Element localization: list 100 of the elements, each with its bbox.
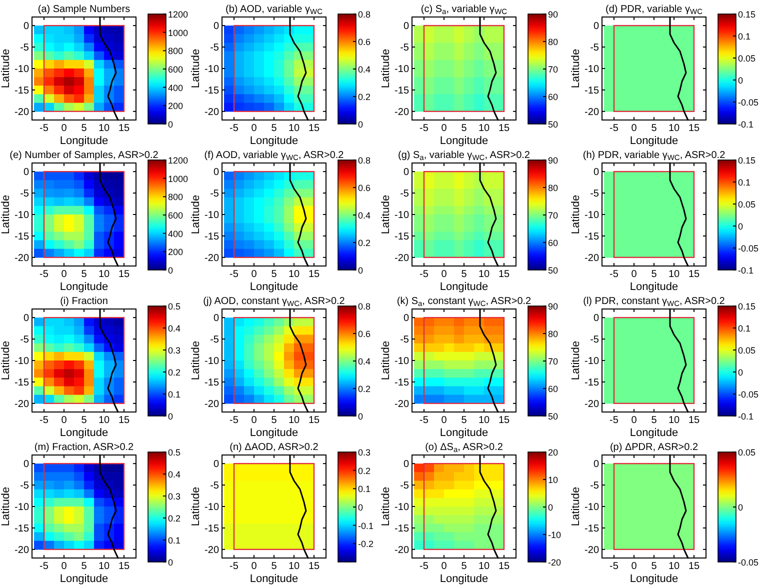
color-bar-label: -20 — [548, 558, 562, 568]
color-bar-label: 0.1 — [358, 484, 371, 494]
y-tick-label: -10 — [584, 356, 600, 367]
y-tick-label: -5 — [20, 188, 30, 200]
color-bar-label: 0 — [738, 502, 744, 512]
x-tick-label: 15 — [498, 269, 510, 280]
x-tick-label: -5 — [40, 415, 49, 426]
y-tick-label: -20 — [584, 398, 600, 410]
color-bar-label: 0.6 — [358, 183, 371, 193]
color-bar-label: 800 — [168, 192, 184, 202]
color-bar-label: 0.05 — [738, 200, 756, 210]
color-bar-label: 0.8 — [358, 10, 371, 20]
y-tick-label: -5 — [400, 42, 410, 54]
y-axis-title: Latitude — [190, 48, 202, 88]
color-bar-label: 200 — [168, 247, 184, 258]
chart-title: (a) Sample Numbers — [38, 4, 130, 15]
x-tick-label: 15 — [498, 123, 510, 134]
color-bar-label: 0.3 — [168, 346, 181, 356]
y-tick-label: -15 — [584, 523, 600, 534]
chart-title: (j) AOD, constant γ$_{WC}$, ASR>0.2 — [203, 296, 346, 308]
x-tick-label: 0 — [441, 415, 448, 426]
color-bar-label: 0.15 — [738, 156, 756, 166]
y-tick-label: -5 — [210, 480, 220, 492]
y-tick-label: 0 — [213, 459, 220, 470]
y-tick-label: 0 — [23, 313, 30, 324]
y-tick-label: -10 — [204, 64, 220, 75]
y-tick-label: 0 — [23, 21, 30, 32]
x-tick-label: 15 — [308, 561, 320, 572]
y-axis-title: Latitude — [190, 486, 202, 526]
x-tick-label: 10 — [478, 269, 490, 280]
y-axis-title: Latitude — [0, 48, 12, 88]
y-axis-title: Latitude — [570, 48, 582, 88]
x-tick-label: 10 — [288, 415, 300, 426]
x-tick-label: 15 — [688, 123, 700, 134]
y-tick-label: 0 — [593, 459, 600, 470]
color-bar-label: 60 — [548, 238, 558, 248]
color-bar-label: 0 — [738, 76, 744, 86]
color-bar-label: -0.1 — [358, 520, 374, 531]
y-tick-label: -15 — [584, 231, 600, 242]
y-axis-title: Latitude — [190, 194, 202, 234]
x-axis-title: Longitude — [440, 281, 488, 293]
x-tick-label: 5 — [271, 269, 278, 280]
color-bar-label: 0.15 — [738, 302, 756, 312]
x-tick-label: 5 — [271, 123, 278, 134]
y-axis-title: Latitude — [0, 486, 12, 526]
y-tick-label: -10 — [394, 356, 410, 367]
y-tick-label: -10 — [204, 502, 220, 513]
y-axis-title: Latitude — [0, 194, 12, 234]
color-bar-label: 600 — [168, 64, 184, 74]
y-tick-label: -15 — [584, 377, 600, 388]
x-tick-label: 5 — [271, 561, 278, 572]
chart-title: (g) S$_{a}$, variable γ$_{WC}$, ASR>0.2 — [398, 150, 530, 162]
color-bar-label: 0 — [738, 368, 744, 378]
y-tick-label: -5 — [400, 480, 410, 492]
color-bar-label: 70 — [548, 64, 558, 74]
chart-title: (m) Fraction, ASR>0.2 — [34, 442, 134, 453]
chart-title: (i) Fraction — [60, 296, 108, 307]
y-axis-title: Latitude — [380, 486, 392, 526]
color-bar-label: 0.1 — [738, 324, 751, 334]
x-axis-title: Longitude — [250, 427, 298, 439]
color-bar-label: 0.3 — [168, 492, 181, 502]
x-tick-label: 15 — [118, 415, 130, 426]
color-bar-label: 80 — [548, 37, 558, 47]
x-tick-label: 15 — [498, 561, 510, 572]
y-tick-label: -15 — [394, 231, 410, 242]
y-tick-label: -5 — [400, 188, 410, 200]
x-tick-label: 10 — [478, 415, 490, 426]
color-bar-label: 60 — [548, 92, 558, 102]
chart-title: (h) PDR, variable γ$_{WC}$, ASR>0.2 — [582, 150, 726, 162]
x-axis-title: Longitude — [630, 135, 678, 147]
color-bar-label: 0.1 — [738, 32, 751, 42]
x-tick-label: 5 — [651, 415, 658, 426]
y-tick-label: 0 — [23, 459, 30, 470]
x-tick-label: -5 — [610, 269, 619, 280]
x-tick-label: 0 — [61, 561, 68, 572]
x-tick-label: 5 — [461, 561, 468, 572]
y-tick-label: -20 — [394, 252, 410, 264]
y-tick-label: -15 — [204, 231, 220, 242]
x-tick-label: 15 — [308, 123, 320, 134]
color-bar-label: -0.05 — [738, 558, 759, 568]
x-axis-title: Longitude — [440, 573, 488, 585]
color-bar-label: 50 — [548, 412, 558, 422]
color-bar-label: 0.5 — [168, 302, 181, 312]
x-tick-label: 10 — [668, 269, 680, 280]
chart-title: (o) ΔS$_{a}$, ASR>0.2 — [425, 442, 504, 454]
color-bar-label: 0.05 — [738, 346, 756, 356]
y-tick-label: -10 — [394, 210, 410, 221]
color-bar-label: 0.2 — [168, 514, 181, 524]
y-tick-label: 0 — [213, 21, 220, 32]
y-tick-label: -10 — [394, 64, 410, 75]
y-tick-label: -10 — [204, 356, 220, 367]
x-tick-label: 15 — [688, 561, 700, 572]
color-bar-label: 0.4 — [168, 324, 181, 334]
chart-title: (b) AOD, variable γ$_{WC}$ — [226, 4, 324, 16]
y-tick-label: -20 — [584, 544, 600, 556]
color-bar-label: 1000 — [168, 28, 188, 38]
x-tick-label: 5 — [651, 123, 658, 134]
y-tick-label: -20 — [584, 252, 600, 264]
y-tick-label: 0 — [213, 167, 220, 178]
color-bar-label: -0.05 — [738, 98, 759, 108]
